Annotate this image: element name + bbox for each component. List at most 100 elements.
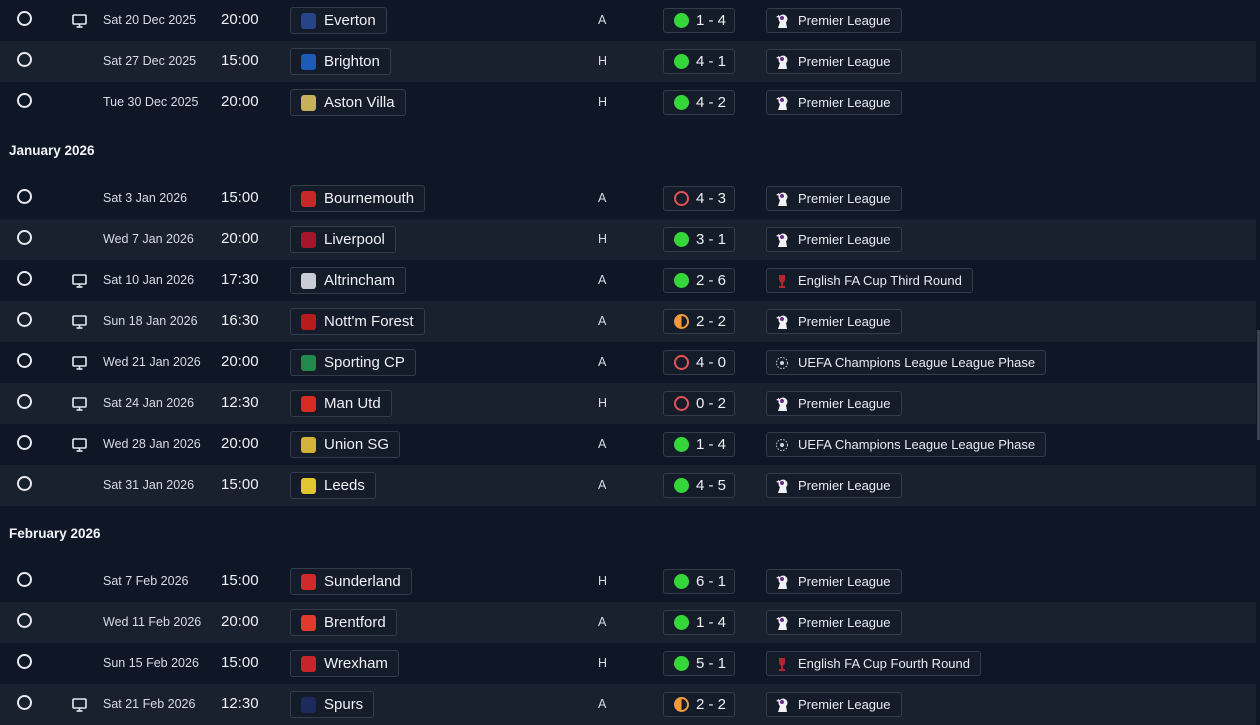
result-button[interactable]: 1 - 4 [663,610,735,635]
competition-name: Premier League [798,54,891,69]
competition-button[interactable]: Premier League [766,569,902,594]
competition-button[interactable]: Premier League [766,309,902,334]
select-checkbox[interactable] [17,353,32,368]
competition-button[interactable]: Premier League [766,391,902,416]
win-indicator-icon [674,574,689,589]
fixture-row[interactable]: Sat 10 Jan 2026 17:30 Altrincham A 2 - 6 Engl… [0,260,1256,301]
opponent-button[interactable]: Aston Villa [290,89,406,116]
competition-button[interactable]: Premier League [766,90,902,115]
match-score: 4 - 2 [696,94,727,111]
opponent-button[interactable]: Brighton [290,48,391,75]
opponent-button[interactable]: Leeds [290,472,376,499]
fixture-row[interactable]: Sat 7 Feb 2026 15:00 Sunderland H 6 - 1 Premi… [0,561,1256,602]
venue-indicator: A [598,437,607,451]
opponent-button[interactable]: Altrincham [290,267,406,294]
select-checkbox[interactable] [17,52,32,67]
result-button[interactable]: 1 - 4 [663,432,735,457]
fixture-row[interactable]: Wed 7 Jan 2026 20:00 Liverpool H 3 - 1 Premie… [0,219,1256,260]
competition-button[interactable]: Premier League [766,49,902,74]
team-crest-icon [301,94,316,111]
scrollbar[interactable] [1257,330,1260,440]
fixture-row[interactable]: Sun 15 Feb 2026 15:00 Wrexham H 5 - 1 English… [0,643,1256,684]
result-button[interactable]: 6 - 1 [663,569,735,594]
competition-button[interactable]: Premier League [766,473,902,498]
match-date: Tue 30 Dec 2025 [103,95,199,109]
select-checkbox[interactable] [17,654,32,669]
fixture-row[interactable]: Sat 21 Feb 2026 12:30 Spurs A 2 - 2 Premier L… [0,684,1256,725]
fixture-row[interactable]: Sat 27 Dec 2025 15:00 Brighton H 4 - 1 Premie… [0,41,1256,82]
select-checkbox[interactable] [17,189,32,204]
competition-button[interactable]: English FA Cup Third Round [766,268,973,293]
match-date: Sat 20 Dec 2025 [103,13,197,27]
tv-icon [72,315,87,329]
fixture-row[interactable]: Wed 11 Feb 2026 20:00 Brentford A 1 - 4 Premi… [0,602,1256,643]
competition-button[interactable]: Premier League [766,186,902,211]
competition-name: Premier League [798,314,891,329]
competition-button[interactable]: Premier League [766,227,902,252]
competition-button[interactable]: UEFA Champions League League Phase [766,350,1047,375]
result-button[interactable]: 4 - 2 [663,90,735,115]
win-indicator-icon [674,656,689,671]
tv-icon [72,14,87,28]
match-date: Wed 11 Feb 2026 [103,615,202,629]
select-checkbox[interactable] [17,93,32,108]
opponent-button[interactable]: Liverpool [290,226,396,253]
opponent-button[interactable]: Wrexham [290,650,399,677]
result-button[interactable]: 2 - 2 [663,692,735,717]
fixture-row[interactable]: Tue 30 Dec 2025 20:00 Aston Villa H 4 - 2 Pre… [0,82,1256,123]
result-button[interactable]: 4 - 1 [663,49,735,74]
select-checkbox[interactable] [17,394,32,409]
champions-league-icon [776,438,788,451]
premier-league-icon [776,397,788,411]
select-checkbox[interactable] [17,572,32,587]
kickoff-time: 20:00 [221,613,259,630]
team-crest-icon [301,190,316,207]
result-button[interactable]: 5 - 1 [663,651,735,676]
result-button[interactable]: 2 - 6 [663,268,735,293]
result-button[interactable]: 4 - 0 [663,350,735,375]
result-button[interactable]: 4 - 3 [663,186,735,211]
result-button[interactable]: 1 - 4 [663,8,735,33]
select-checkbox[interactable] [17,435,32,450]
competition-button[interactable]: Premier League [766,692,902,717]
fixture-row[interactable]: Wed 28 Jan 2026 20:00 Union SG A 1 - 4 UEFA C… [0,424,1256,465]
opponent-button[interactable]: Sporting CP [290,349,416,376]
result-button[interactable]: 2 - 2 [663,309,735,334]
opponent-button[interactable]: Spurs [290,691,375,718]
select-checkbox[interactable] [17,695,32,710]
select-checkbox[interactable] [17,312,32,327]
team-crest-icon [301,655,316,672]
match-date: Sat 3 Jan 2026 [103,191,188,205]
competition-name: Premier League [798,191,891,206]
fixture-row[interactable]: Sat 31 Jan 2026 15:00 Leeds A 4 - 5 Premier L… [0,465,1256,506]
opponent-button[interactable]: Sunderland [290,568,412,595]
competition-button[interactable]: UEFA Champions League League Phase [766,432,1047,457]
opponent-name: Wrexham [324,655,388,672]
match-date: Sat 7 Feb 2026 [103,574,189,588]
fixture-row[interactable]: Sat 20 Dec 2025 20:00 Everton A 1 - 4 Premier… [0,0,1256,41]
fixture-row[interactable]: Wed 21 Jan 2026 20:00 Sporting CP A 4 - 0 UEF… [0,342,1256,383]
result-button[interactable]: 4 - 5 [663,473,735,498]
result-button[interactable]: 0 - 2 [663,391,735,416]
opponent-button[interactable]: Bournemouth [290,185,426,212]
fixture-row[interactable]: Sat 24 Jan 2026 12:30 Man Utd H 0 - 2 Premier… [0,383,1256,424]
result-button[interactable]: 3 - 1 [663,227,735,252]
opponent-button[interactable]: Everton [290,7,387,34]
opponent-button[interactable]: Union SG [290,431,401,458]
select-checkbox[interactable] [17,11,32,26]
opponent-name: Union SG [324,436,390,453]
select-checkbox[interactable] [17,271,32,286]
venue-indicator: A [598,697,607,711]
competition-button[interactable]: Premier League [766,8,902,33]
fixture-row[interactable]: Sun 18 Jan 2026 16:30 Nott'm Forest A 2 - 2 P… [0,301,1256,342]
fixture-row[interactable]: Sat 3 Jan 2026 15:00 Bournemouth A 4 - 3 Prem… [0,178,1256,219]
venue-indicator: A [598,273,607,287]
opponent-button[interactable]: Brentford [290,609,397,636]
opponent-button[interactable]: Nott'm Forest [290,308,425,335]
competition-button[interactable]: English FA Cup Fourth Round [766,651,981,676]
select-checkbox[interactable] [17,230,32,245]
select-checkbox[interactable] [17,613,32,628]
competition-button[interactable]: Premier League [766,610,902,635]
opponent-button[interactable]: Man Utd [290,390,392,417]
select-checkbox[interactable] [17,476,32,491]
